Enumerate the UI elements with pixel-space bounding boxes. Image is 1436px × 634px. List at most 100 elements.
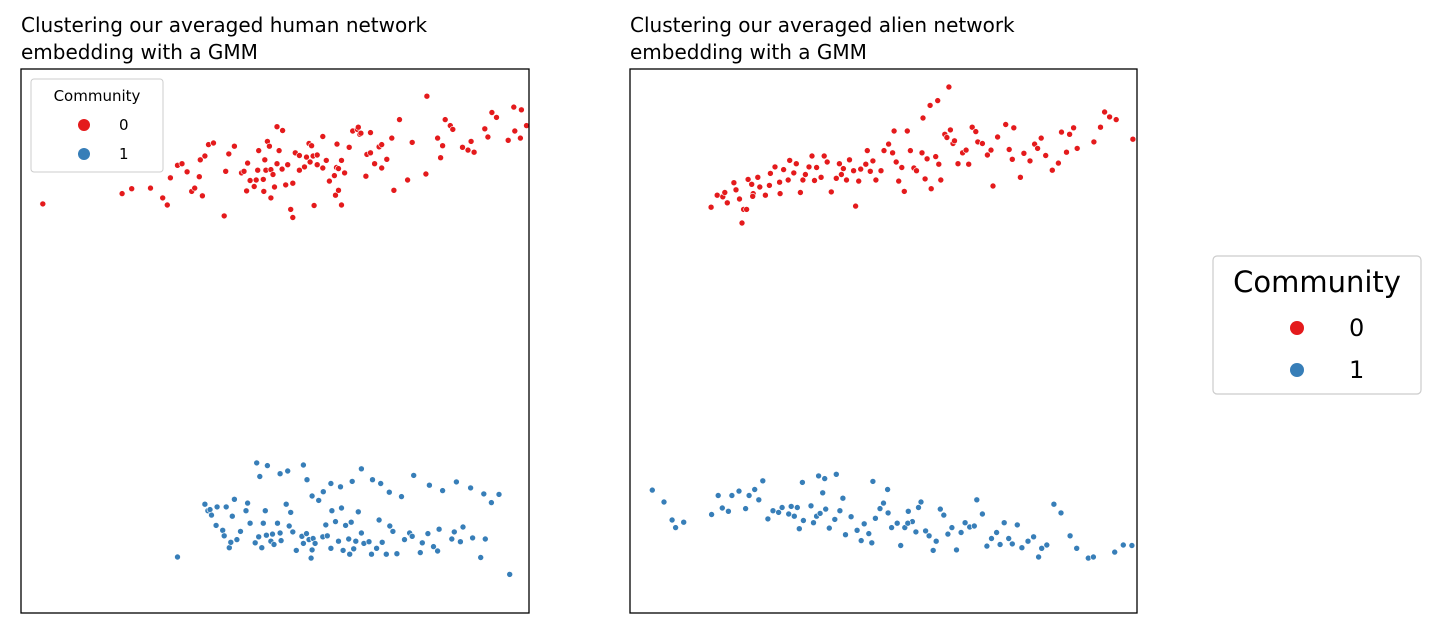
scatter-point-community-1 <box>322 521 330 529</box>
scatter-point-community-1 <box>385 488 393 496</box>
scatter-point-community-1 <box>839 494 847 502</box>
scatter-point-community-0 <box>984 151 991 159</box>
scatter-point-community-0 <box>786 157 794 164</box>
scatter-point-community-0 <box>345 144 353 151</box>
scatter-point-community-0 <box>877 167 885 174</box>
scatter-point-community-1 <box>1005 535 1013 542</box>
scatter-point-community-1 <box>339 547 347 554</box>
scatter-point-community-0 <box>261 156 269 164</box>
scatter-point-community-1 <box>853 526 861 534</box>
scatter-point-community-1 <box>836 507 844 515</box>
scatter-point-community-0 <box>900 188 908 195</box>
scatter-point-community-0 <box>383 156 391 163</box>
scatter-point-community-0 <box>510 103 518 111</box>
scatter-point-community-1 <box>815 472 822 480</box>
legend-marker-0 <box>1290 321 1304 335</box>
scatter-point-community-0 <box>919 114 927 122</box>
scatter-point-community-0 <box>1005 146 1013 153</box>
scatter-point-community-1 <box>264 462 271 469</box>
legend-title: Community <box>1233 265 1401 299</box>
scatter-point-community-0 <box>255 147 263 154</box>
scatter-point-community-0 <box>889 149 896 157</box>
scatter-point-community-0 <box>1026 157 1034 165</box>
scatter-point-community-0 <box>736 195 743 203</box>
scatter-point-community-1 <box>506 571 514 578</box>
scatter-point-community-0 <box>338 201 345 209</box>
scatter-point-community-1 <box>917 498 925 506</box>
scatter-point-community-1 <box>408 532 416 540</box>
scatter-point-community-0 <box>388 134 396 142</box>
scatter-point-community-0 <box>820 152 828 160</box>
scatter-point-community-0 <box>989 182 997 190</box>
scatter-point-community-0 <box>869 157 877 165</box>
scatter-point-community-0 <box>196 173 203 180</box>
scatter-point-community-1 <box>944 530 952 538</box>
scatter-point-community-1 <box>350 545 358 553</box>
scatter-point-community-1 <box>996 541 1004 548</box>
legend-label-0: 0 <box>119 116 129 134</box>
scatter-point-community-0 <box>890 127 898 135</box>
scatter-point-community-0 <box>371 160 378 167</box>
scatter-point-community-1 <box>869 478 877 485</box>
scatter-point-community-1 <box>988 535 995 542</box>
scatter-point-community-0 <box>367 149 374 157</box>
scatter-point-community-1 <box>925 532 933 540</box>
scatter-point-community-0 <box>210 139 217 147</box>
scatter-point-community-0 <box>1055 159 1062 167</box>
scatter-point-community-1 <box>793 504 801 511</box>
legend-title: Community <box>54 87 141 105</box>
scatter-point-community-0 <box>780 166 787 173</box>
scatter-point-community-1 <box>876 505 884 512</box>
scatter-point-community-1 <box>292 547 300 554</box>
scatter-point-community-1 <box>680 518 688 526</box>
scatter-point-community-0 <box>979 140 986 147</box>
scatter-point-community-0 <box>1037 134 1045 142</box>
scatter-point-community-0 <box>1049 166 1056 174</box>
scatter-point-community-0 <box>267 194 275 202</box>
scatter-point-community-0 <box>303 153 310 161</box>
scatter-point-community-1 <box>453 478 460 486</box>
scatter-point-community-0 <box>784 176 792 184</box>
scatter-point-community-1 <box>201 500 209 508</box>
scatter-point-community-1 <box>708 511 715 518</box>
scatter-point-community-0 <box>319 164 327 172</box>
scatter-point-community-0 <box>240 168 248 175</box>
scatter-point-community-0 <box>178 160 186 167</box>
scatter-point-community-0 <box>333 140 341 148</box>
scatter-point-community-1 <box>328 507 336 515</box>
scatter-point-community-0 <box>799 176 807 184</box>
scatter-point-community-0 <box>713 191 721 199</box>
scatter-point-community-0 <box>817 174 825 181</box>
scatter-point-community-1 <box>358 465 365 473</box>
scatter-point-community-1 <box>319 488 327 496</box>
chart-title-line2: embedding with a GMM <box>21 40 258 64</box>
scatter-point-community-1 <box>231 495 238 503</box>
scatter-point-community-0 <box>968 123 976 131</box>
scatter-points <box>39 92 530 578</box>
scatter-point-community-0 <box>832 175 840 182</box>
scatter-point-community-0 <box>892 158 900 166</box>
scatter-point-community-0 <box>289 214 297 221</box>
scatter-point-community-0 <box>222 168 229 175</box>
scatter-point-community-1 <box>303 476 311 484</box>
scatter-point-community-0 <box>278 165 286 173</box>
scatter-point-community-0 <box>197 156 204 164</box>
scatter-point-community-0 <box>470 148 478 156</box>
scatter-point-community-1 <box>1013 521 1021 529</box>
scatter-point-community-0 <box>518 106 525 114</box>
scatter-point-community-0 <box>511 127 519 135</box>
scatter-point-community-1 <box>904 519 912 527</box>
scatter-point-community-1 <box>860 520 868 528</box>
scatter-point-community-1 <box>1057 509 1065 517</box>
scatter-point-community-1 <box>342 522 349 529</box>
scatter-point-community-1 <box>847 513 855 521</box>
scatter-point-community-0 <box>790 169 798 177</box>
scatter-point-community-1 <box>957 529 965 536</box>
scatter-point-community-1 <box>1066 532 1074 540</box>
scatter-point-community-0 <box>296 166 303 174</box>
scatter-point-community-0 <box>1002 121 1010 128</box>
scatter-point-community-1 <box>287 509 295 516</box>
scatter-point-community-0 <box>836 160 843 167</box>
scatter-point-community-0 <box>1042 152 1049 159</box>
scatter-point-community-0 <box>872 176 880 184</box>
